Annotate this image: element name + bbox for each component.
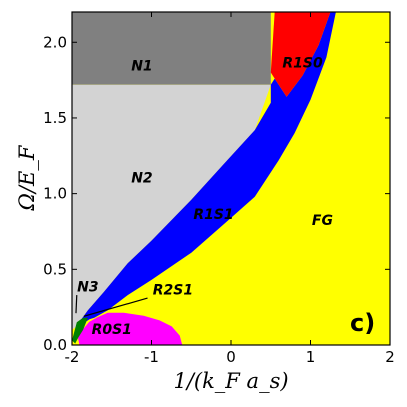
region-n1 [72, 12, 271, 85]
y-tick-label: 2.0 [43, 33, 67, 51]
region-label-n1: N1 [131, 58, 152, 74]
x-tick-label: 1 [306, 348, 316, 366]
x-axis-label: 1/(k_F a_s) [173, 369, 288, 393]
region-label-r2s1: R2S1 [153, 283, 193, 299]
panel-label: c) [350, 309, 375, 337]
y-tick-label: 0.0 [43, 336, 67, 354]
x-axis-ticks: -2 -1 0 1 2 [65, 12, 395, 366]
y-tick-label: 0.5 [43, 260, 67, 278]
region-n2 [72, 84, 271, 330]
annotation-lines [75, 295, 148, 317]
y-axis-label: Ω/E_F [15, 144, 39, 211]
region-n3 [72, 317, 88, 344]
region-label-n2: N2 [131, 171, 152, 187]
region-label-fg: FG [312, 213, 333, 229]
region-r1s1 [76, 12, 336, 327]
annotation-line-2 [83, 297, 148, 317]
region-label-r0s1: R0S1 [92, 322, 132, 338]
x-tick-label: 0 [226, 348, 236, 366]
phase-regions [72, 12, 390, 345]
region-label-r1s0: R1S0 [282, 55, 323, 71]
y-tick-label: 1.5 [43, 109, 67, 127]
x-tick-label: -2 [65, 348, 80, 366]
region-label-n3: N3 [77, 279, 98, 295]
y-tick-label: 1.0 [43, 185, 67, 203]
region-label-r1s1: R1S1 [193, 207, 233, 223]
region-r1s0 [270, 12, 331, 97]
x-tick-label: -1 [144, 348, 159, 366]
x-tick-label: 2 [385, 348, 395, 366]
y-axis-ticks: 0.0 0.5 1.0 1.5 2.0 [43, 33, 390, 354]
annotation-line-1 [75, 295, 78, 314]
region-labels: N1 R1S0 N2 R1S1 FG N3 R2S1 R0S1 [77, 55, 333, 337]
